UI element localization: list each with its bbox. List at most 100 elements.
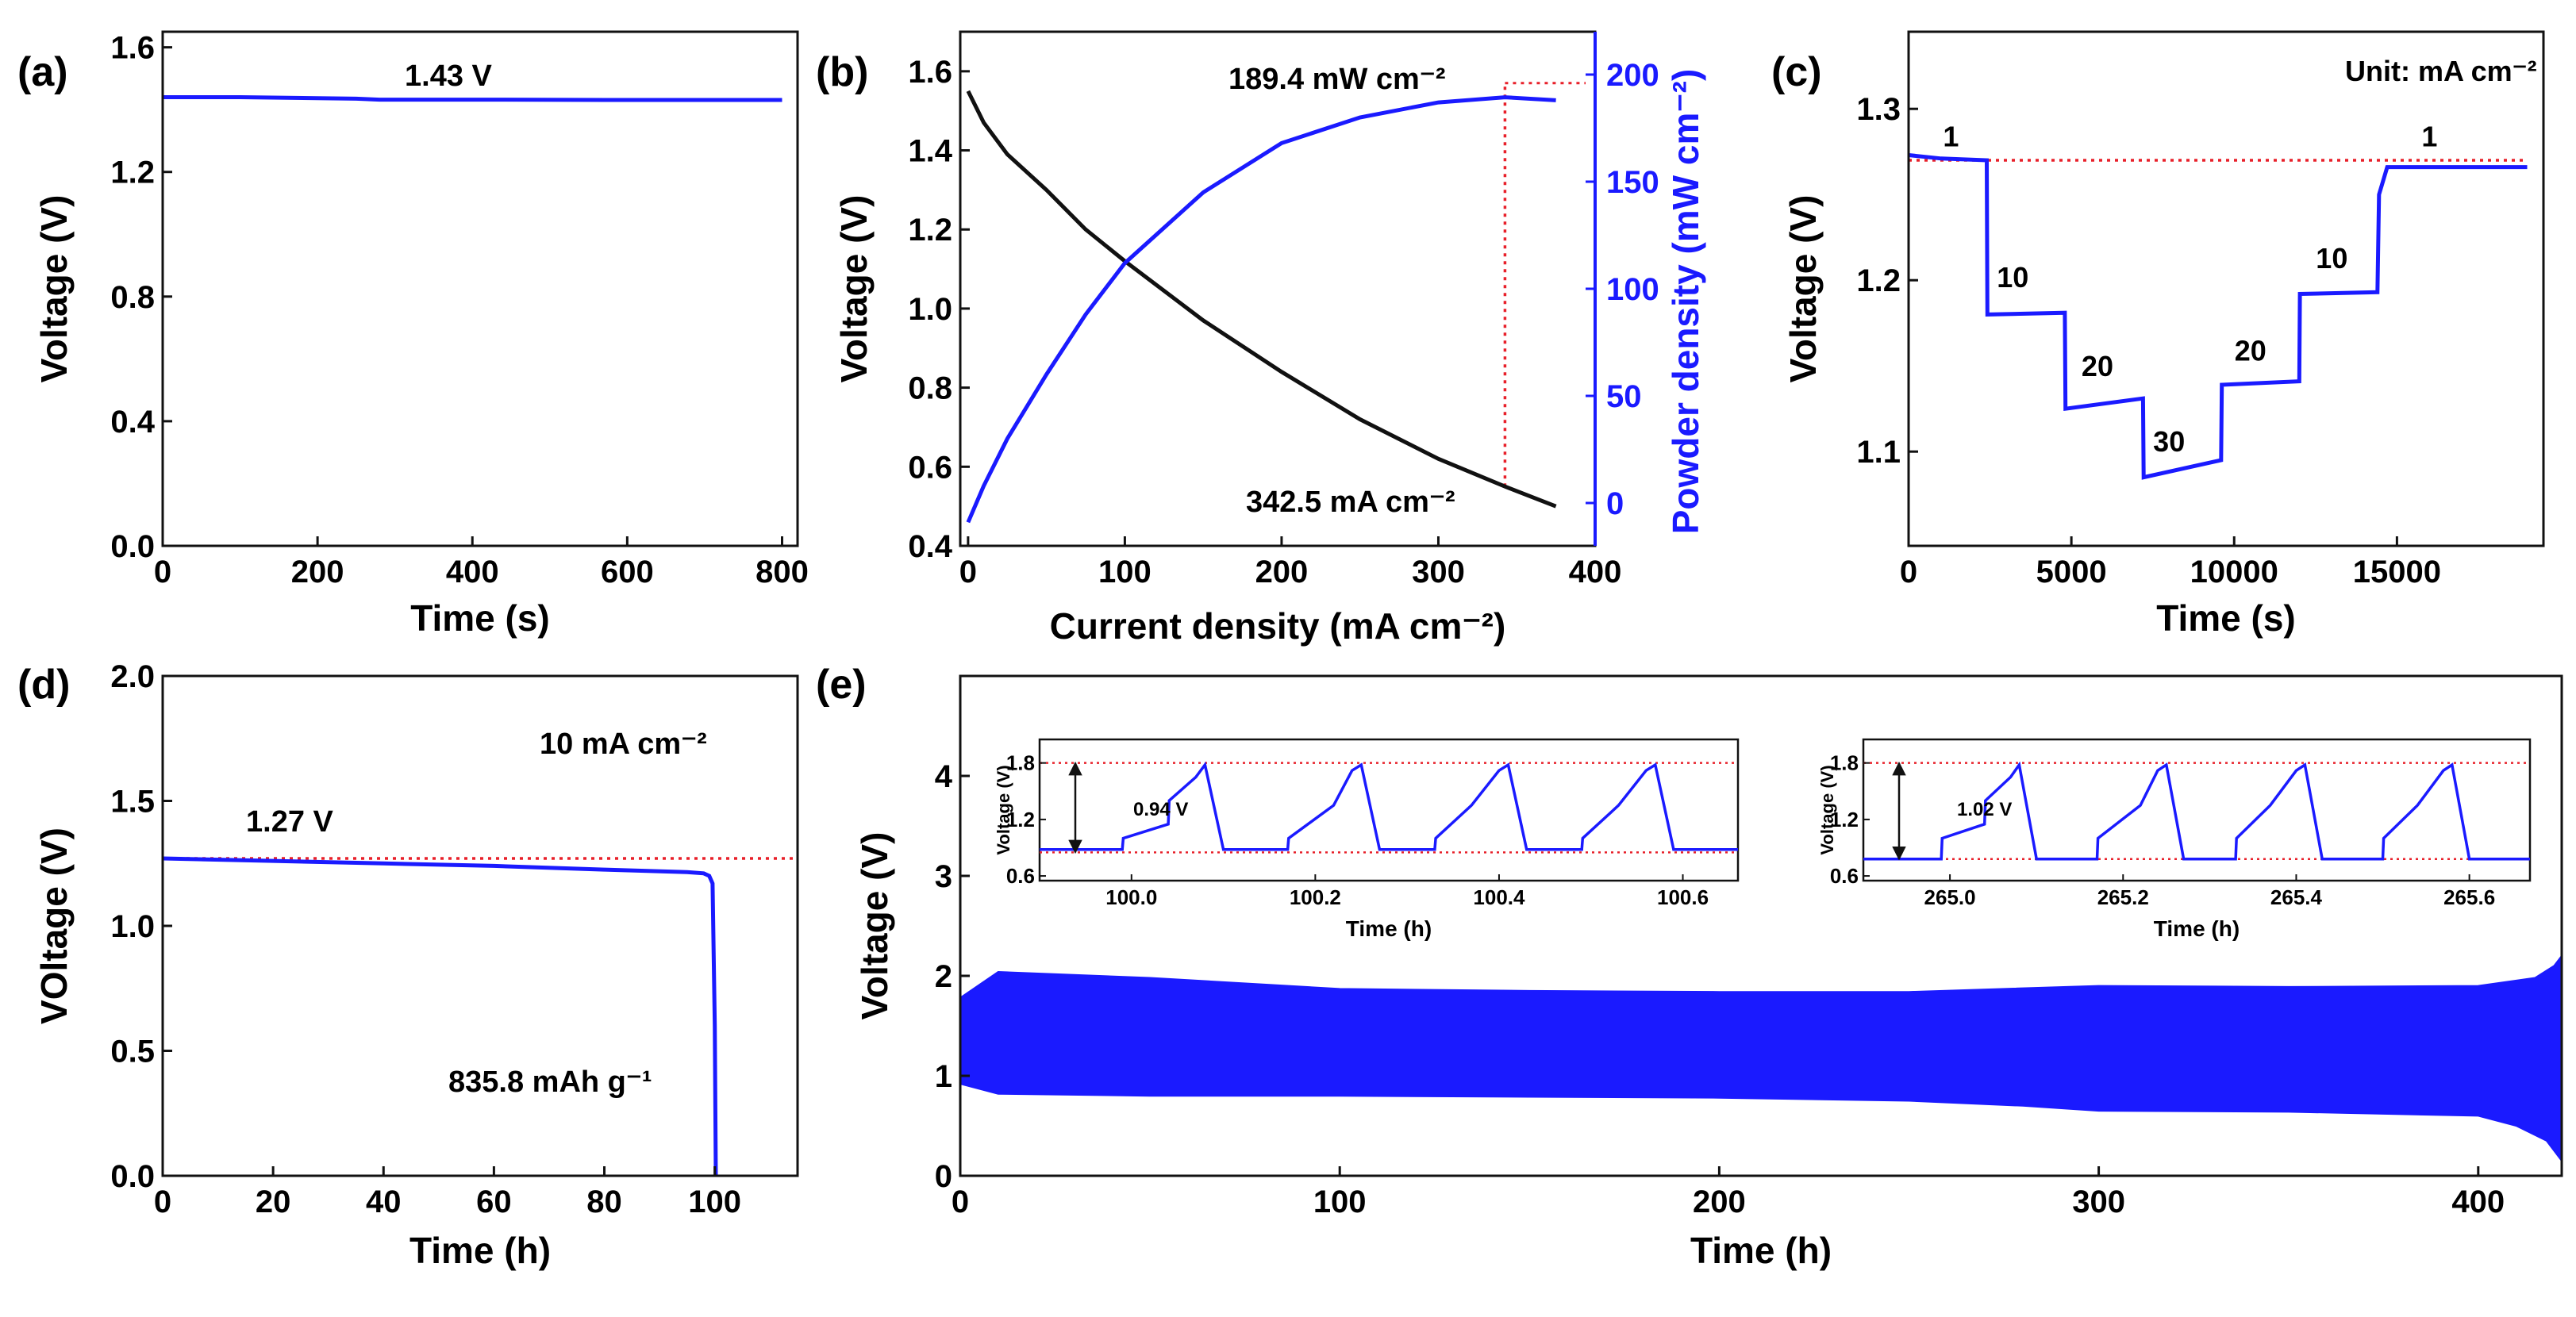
inset-2-xtick-label: 265.4 xyxy=(2270,885,2323,909)
panel-d-ytick-label: 1.0 xyxy=(110,909,155,944)
panel-b-series-power xyxy=(966,95,1556,524)
panel-label-b: (b) xyxy=(816,49,868,95)
panel-e-xtick-label: 100 xyxy=(1313,1185,1367,1219)
panel-e-ytick-label: 1 xyxy=(935,1059,952,1094)
panel-a-series xyxy=(163,95,782,102)
panel-b-ytick-right-label: 50 xyxy=(1606,379,1642,414)
panel-b-xtick-label: 300 xyxy=(1412,555,1465,589)
panel-b-ytick-label: 0.4 xyxy=(908,529,952,564)
panel-a-xtick-label: 0 xyxy=(154,555,171,589)
panel-c-unit-label: Unit: mA cm⁻² xyxy=(2345,55,2537,87)
panel-e-ytick-label: 4 xyxy=(935,759,953,794)
panel-d: (d) 0 20 40 60 80 100 0.0 0.5 1.0 1.5 2.0 10 mA cm… xyxy=(17,659,799,1271)
panel-d-annotation-2: 1.27 V xyxy=(246,805,334,839)
panel-a-ticks: 0 200 400 600 800 0.0 0.4 0.8 1.2 1.6 xyxy=(110,31,808,589)
panel-b-xtick-label: 400 xyxy=(1569,555,1622,589)
panel-c-ytick-label: 1.3 xyxy=(1856,92,1901,127)
panel-d-xlabel: Time (h) xyxy=(409,1230,551,1271)
panel-a-ytick-label: 0.8 xyxy=(110,280,155,315)
panel-d-ytick-label: 2.0 xyxy=(110,659,155,694)
panel-e-ytick-label: 0 xyxy=(935,1159,952,1194)
panel-d-xtick-label: 60 xyxy=(476,1185,512,1219)
panel-b-xtick-label: 200 xyxy=(1255,555,1309,589)
inset-1-ticks: 100.0 100.2 100.4 100.6 0.6 1.2 1.8 xyxy=(1006,751,1709,909)
panel-b-ticks: 0 100 200 300 400 0.4 0.6 0.8 1.0 1.2 1.4 1.6 0 50 100… xyxy=(908,55,1659,589)
inset-2-ylabel: Voltage (V) xyxy=(1817,765,1837,854)
panel-e-ylabel: Voltage (V) xyxy=(854,832,895,1020)
inset-1-ytick-label: 1.2 xyxy=(1006,808,1035,831)
panel-d-ytick-label: 1.5 xyxy=(110,785,155,820)
inset-2-line xyxy=(1863,761,2530,861)
panel-a-xlabel: Time (s) xyxy=(410,597,550,639)
inset-2-ytick-label: 0.6 xyxy=(1830,864,1859,888)
panel-b-ylabel-right: Powder density (mW cm⁻²) xyxy=(1665,69,1706,535)
panel-c-series xyxy=(1908,153,2528,480)
panel-b-annotation-2: 342.5 mA cm⁻² xyxy=(1246,486,1455,519)
inset-1-xlabel: Time (h) xyxy=(1346,916,1432,941)
panel-d-annotation-3: 835.8 mAh g⁻¹ xyxy=(448,1066,652,1099)
panel-a-ytick-label: 0.0 xyxy=(110,529,155,564)
panel-b-ytick-right-label: 100 xyxy=(1606,272,1659,307)
panel-d-line xyxy=(162,856,718,1177)
panel-d-xtick-label: 0 xyxy=(154,1185,171,1219)
panel-e-xtick-label: 200 xyxy=(1693,1185,1746,1219)
panel-e-xtick-label: 400 xyxy=(2451,1185,2505,1219)
panel-b-ytick-label: 0.8 xyxy=(908,371,952,406)
inset-1-gap-label: 0.94 V xyxy=(1133,799,1188,820)
panel-a-xtick-label: 800 xyxy=(755,555,809,589)
panel-c-xtick-label: 10000 xyxy=(2190,555,2278,589)
inset-1-xtick-label: 100.0 xyxy=(1105,885,1157,909)
panel-c-ytick-label: 1.1 xyxy=(1856,435,1901,470)
inset-2-frame xyxy=(1862,738,2532,882)
panel-label-e: (e) xyxy=(816,662,867,708)
panel-label-c: (c) xyxy=(1771,49,1822,95)
panel-c-step-labels: 1 10 20 30 20 10 1 xyxy=(1943,121,2437,458)
panel-d-ytick-label: 0.5 xyxy=(110,1035,155,1069)
panel-b-frame-left xyxy=(959,30,1597,547)
panel-c-ytick-label: 1.2 xyxy=(1856,263,1901,298)
panel-c-xtick-label: 5000 xyxy=(2036,555,2107,589)
panel-b-series-voltage xyxy=(966,90,1557,509)
panel-e-ytick-label: 2 xyxy=(935,959,952,994)
panel-e-xlabel: Time (h) xyxy=(1690,1230,1832,1271)
inset-1-xtick-label: 100.6 xyxy=(1657,885,1709,909)
inset-2-xtick-label: 265.6 xyxy=(2443,885,2495,909)
panel-b-xtick-label: 0 xyxy=(959,555,977,589)
inset-1-series xyxy=(1040,761,1738,854)
panel-d-frame xyxy=(161,674,799,1177)
panel-c-xtick-label: 15000 xyxy=(2353,555,2441,589)
panel-b-ytick-label: 1.6 xyxy=(908,55,952,90)
panel-b-ytick-right-label: 200 xyxy=(1606,58,1659,93)
panel-c-ticks: 0 5000 10000 15000 1.1 1.2 1.3 xyxy=(1856,92,2441,589)
panel-e-envelope xyxy=(959,953,2563,1164)
inset-2-xtick-label: 265.0 xyxy=(1924,885,1976,909)
inset-1-xtick-label: 100.4 xyxy=(1473,885,1525,909)
panel-d-xtick-label: 100 xyxy=(688,1185,741,1219)
panel-b-ylabel: Voltage (V) xyxy=(833,195,875,383)
panel-e-xtick-label: 0 xyxy=(952,1185,969,1219)
panel-e-series xyxy=(959,953,2563,1164)
panel-c-frame xyxy=(1907,30,2545,547)
panel-b-series xyxy=(966,82,1586,524)
panel-a-ytick-label: 1.2 xyxy=(110,156,155,190)
panel-c-line xyxy=(1908,153,2528,480)
panel-b-xlabel: Current density (mA cm⁻²) xyxy=(1050,605,1506,647)
inset-1-ytick-label: 0.6 xyxy=(1006,864,1035,888)
inset-2-ticks: 265.0 265.2 265.4 265.6 0.6 1.2 1.8 xyxy=(1830,751,2495,909)
panel-e-ytick-label: 3 xyxy=(935,859,952,894)
panel-b-xtick-label: 100 xyxy=(1098,555,1152,589)
panel-b-ytick-right-label: 0 xyxy=(1606,486,1624,521)
panel-d-ytick-label: 0.0 xyxy=(110,1159,155,1194)
panel-d-xtick-label: 40 xyxy=(366,1185,402,1219)
inset-1-line xyxy=(1040,761,1738,851)
inset-2-gap-label: 1.02 V xyxy=(1957,799,2012,820)
panel-c-step-label: 10 xyxy=(2316,242,2347,275)
panel-b-annotation-1: 189.4 mW cm⁻² xyxy=(1228,63,1446,96)
panel-a-ylabel: Voltage (V) xyxy=(33,195,75,383)
panel-e-inset-1: 100.0 100.2 100.4 100.6 0.6 1.2 1.8 Voltage (V… xyxy=(994,738,1740,941)
inset-1-ylabel: Voltage (V) xyxy=(994,765,1013,854)
panel-c-step-label: 1 xyxy=(1943,121,1959,153)
inset-2-xtick-label: 265.2 xyxy=(2097,885,2149,909)
